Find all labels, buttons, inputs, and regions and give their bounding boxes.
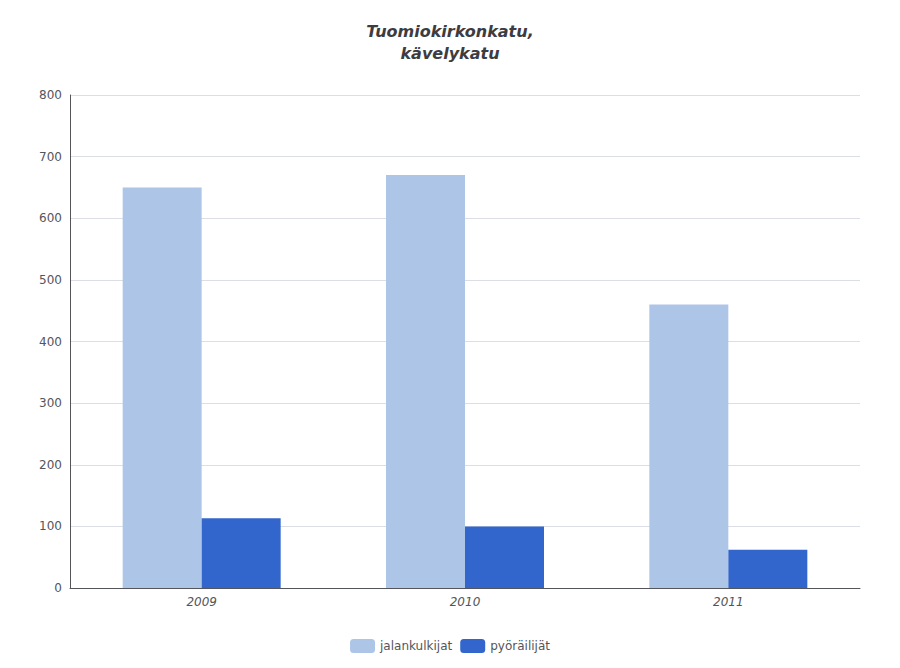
svg-text:600: 600 <box>39 211 62 225</box>
svg-text:500: 500 <box>39 273 62 287</box>
svg-text:2011: 2011 <box>713 595 744 609</box>
svg-text:800: 800 <box>39 88 62 102</box>
svg-text:700: 700 <box>39 150 62 164</box>
svg-text:jalankulkijat: jalankulkijat <box>379 639 452 653</box>
svg-text:200: 200 <box>39 458 62 472</box>
svg-text:pyöräilijät: pyöräilijät <box>490 639 550 653</box>
svg-text:2010: 2010 <box>450 595 481 609</box>
svg-text:100: 100 <box>39 519 62 533</box>
svg-text:2009: 2009 <box>186 595 217 609</box>
svg-text:kävelykatu: kävelykatu <box>400 44 499 63</box>
svg-text:Tuomiokirkonkatu,: Tuomiokirkonkatu, <box>366 22 533 41</box>
svg-text:0: 0 <box>54 581 62 595</box>
svg-text:400: 400 <box>39 335 62 349</box>
svg-text:300: 300 <box>39 396 62 410</box>
